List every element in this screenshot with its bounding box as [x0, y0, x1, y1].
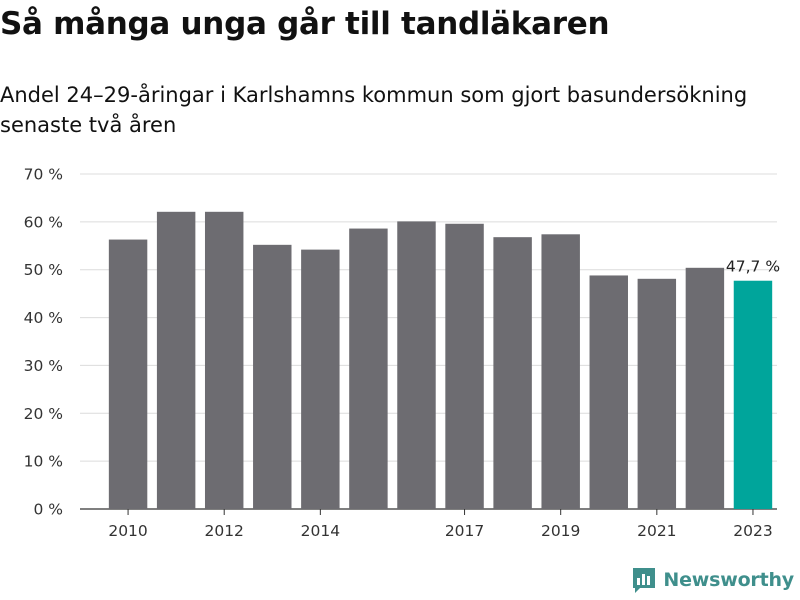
- y-tick-label: 60 %: [24, 213, 63, 231]
- bar-2022: [685, 267, 725, 509]
- y-tick-label: 20 %: [24, 405, 63, 423]
- x-tick-label: 2021: [637, 522, 676, 540]
- y-tick-label: 0 %: [33, 501, 63, 519]
- x-tick-label: 2019: [541, 522, 580, 540]
- y-tick-label: 40 %: [24, 309, 63, 327]
- newsworthy-logo-icon: [633, 568, 656, 593]
- bar-2020: [589, 275, 628, 509]
- y-axis-ticks: 0 % 10 % 20 % 30 % 40 % 50 % 60 % 70 %: [24, 166, 63, 519]
- bar-2013: [253, 244, 292, 509]
- bar-2017: [445, 223, 484, 509]
- bars: [108, 211, 773, 510]
- bar-2012: [204, 211, 244, 510]
- x-tick-label: 2014: [301, 522, 340, 540]
- y-tick-label: 50 %: [24, 261, 63, 279]
- y-tick-label: 30 %: [24, 357, 63, 375]
- bar-2014: [301, 249, 340, 509]
- bar-2018: [493, 237, 532, 509]
- y-tick-label: 70 %: [24, 166, 63, 184]
- x-axis-ticks: 2010 2012 2014 2017 2019 2021 2023: [108, 509, 773, 540]
- bar-2016: [397, 221, 436, 509]
- data-labels: 47,7 %: [726, 258, 780, 276]
- bar-2019: [541, 234, 580, 510]
- page-subtitle: Andel 24–29-åringar i Karlshamns kommun …: [0, 83, 748, 137]
- bar-2010: [108, 239, 148, 510]
- brand-name: Newsworthy: [663, 569, 794, 591]
- page-title: Så många unga går till tandläkaren: [0, 6, 610, 42]
- highlight-value-label: 47,7 %: [726, 258, 780, 276]
- brand-logo: Newsworthy: [631, 566, 794, 594]
- x-tick-label: 2017: [445, 522, 484, 540]
- bar-2015: [349, 228, 388, 510]
- x-tick-label: 2023: [733, 522, 772, 540]
- x-tick-label: 2010: [108, 522, 147, 540]
- bar-2021: [637, 278, 677, 509]
- y-tick-label: 10 %: [24, 453, 63, 471]
- bar-chart: 0 % 10 % 20 % 30 % 40 % 50 % 60 % 70 % 2010 2012…: [24, 166, 780, 541]
- bar-2011: [156, 211, 196, 510]
- x-tick-label: 2012: [204, 522, 243, 540]
- bar-2023: [733, 280, 773, 509]
